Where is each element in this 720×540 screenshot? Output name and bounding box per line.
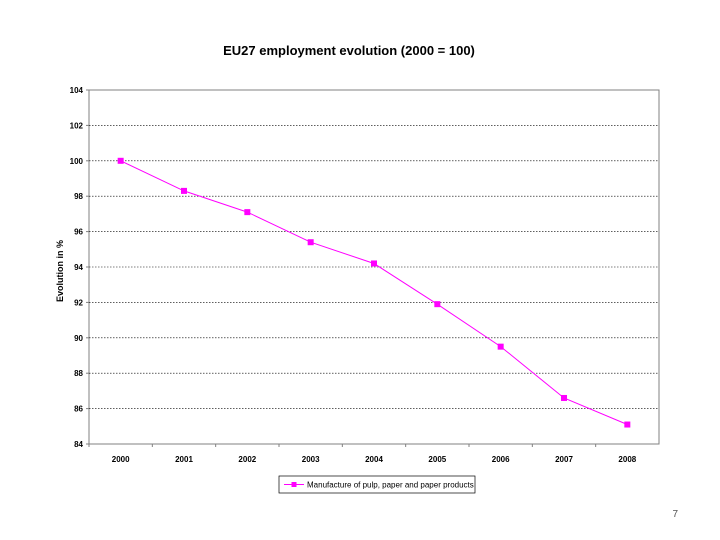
data-point xyxy=(244,209,251,216)
x-tick-label: 2007 xyxy=(555,455,573,464)
y-axis-label: Evolution in % xyxy=(55,240,65,302)
x-tick-label: 2005 xyxy=(428,455,446,464)
data-point xyxy=(561,394,567,401)
y-tick-label: 98 xyxy=(74,192,83,201)
y-tick-label: 102 xyxy=(70,121,84,130)
data-point xyxy=(181,187,187,194)
grid-lines xyxy=(89,125,659,409)
x-tick-label: 2001 xyxy=(175,455,193,464)
data-point xyxy=(307,239,314,246)
x-tick-label: 2004 xyxy=(365,455,383,464)
data-point xyxy=(624,421,631,428)
data-point xyxy=(371,260,377,267)
y-tick-label: 90 xyxy=(74,334,83,343)
legend: Manufacture of pulp, paper and paper pro… xyxy=(278,475,476,494)
y-tick-label: 88 xyxy=(74,369,83,378)
legend-marker xyxy=(291,482,297,487)
y-tick-label: 96 xyxy=(74,228,83,237)
y-tick-label: 94 xyxy=(74,263,83,272)
data-point xyxy=(117,157,124,164)
x-tick-label: 2003 xyxy=(302,455,320,464)
page-number: 7 xyxy=(672,509,678,520)
y-tick-label: 84 xyxy=(74,440,83,449)
legend-label: Manufacture of pulp, paper and paper pro… xyxy=(307,481,474,490)
legend-box xyxy=(278,475,476,494)
x-tick-label: 2000 xyxy=(112,455,130,464)
chart-title: EU27 employment evolution (2000 = 100) xyxy=(223,43,475,58)
x-tick-labels: 2000 2001 2002 2003 2004 2005 2006 2007 2008 xyxy=(88,444,637,464)
y-tick-label: 86 xyxy=(74,405,83,414)
x-tick-label: 2002 xyxy=(238,455,256,464)
data-point xyxy=(497,343,504,350)
series-points xyxy=(117,157,631,428)
y-tick-label: 92 xyxy=(74,298,83,307)
x-tick-label: 2006 xyxy=(492,455,510,464)
y-tick-label: 100 xyxy=(70,157,84,166)
y-tick-label: 104 xyxy=(70,86,84,95)
data-point xyxy=(434,301,441,308)
x-tick-label: 2008 xyxy=(618,455,636,464)
y-tick-labels: 84 86 88 90 92 94 96 98 100 102 104 xyxy=(70,86,89,449)
